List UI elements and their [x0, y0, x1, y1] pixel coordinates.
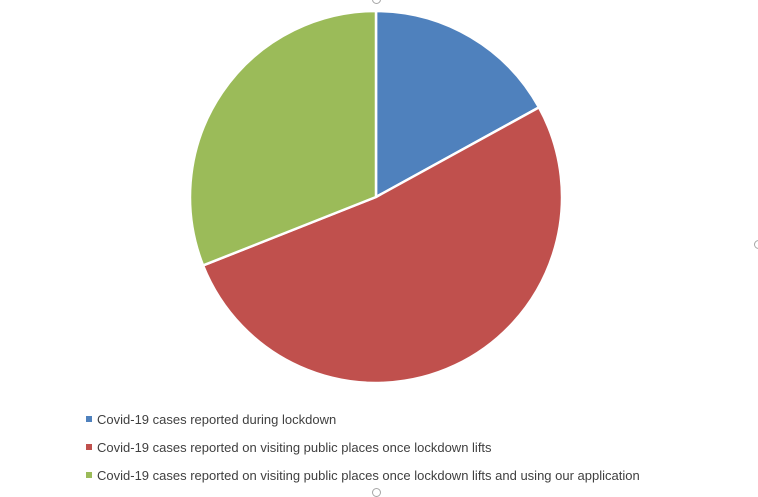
pie-slice-lockdown	[374, 9, 541, 199]
legend-label-application: Covid-19 cases reported on visiting publ…	[97, 467, 640, 483]
legend-item-public-places: Covid-19 cases reported on visiting publ…	[86, 433, 746, 461]
pie-slice-application	[188, 9, 378, 267]
pie-slices-group	[188, 9, 564, 385]
resize-handle-right[interactable]	[754, 240, 758, 249]
legend-swatch-green	[86, 472, 92, 478]
legend-label-lockdown: Covid-19 cases reported during lockdown	[97, 411, 337, 427]
pie-slice-public-places	[201, 106, 564, 385]
legend-item-application: Covid-19 cases reported on visiting publ…	[86, 461, 746, 489]
legend-item-lockdown: Covid-19 cases reported during lockdown	[86, 405, 746, 433]
legend-swatch-blue	[86, 416, 92, 422]
chart-legend: Covid-19 cases reported during lockdown …	[86, 405, 746, 489]
legend-label-public-places: Covid-19 cases reported on visiting publ…	[97, 439, 492, 455]
legend-swatch-red	[86, 444, 92, 450]
